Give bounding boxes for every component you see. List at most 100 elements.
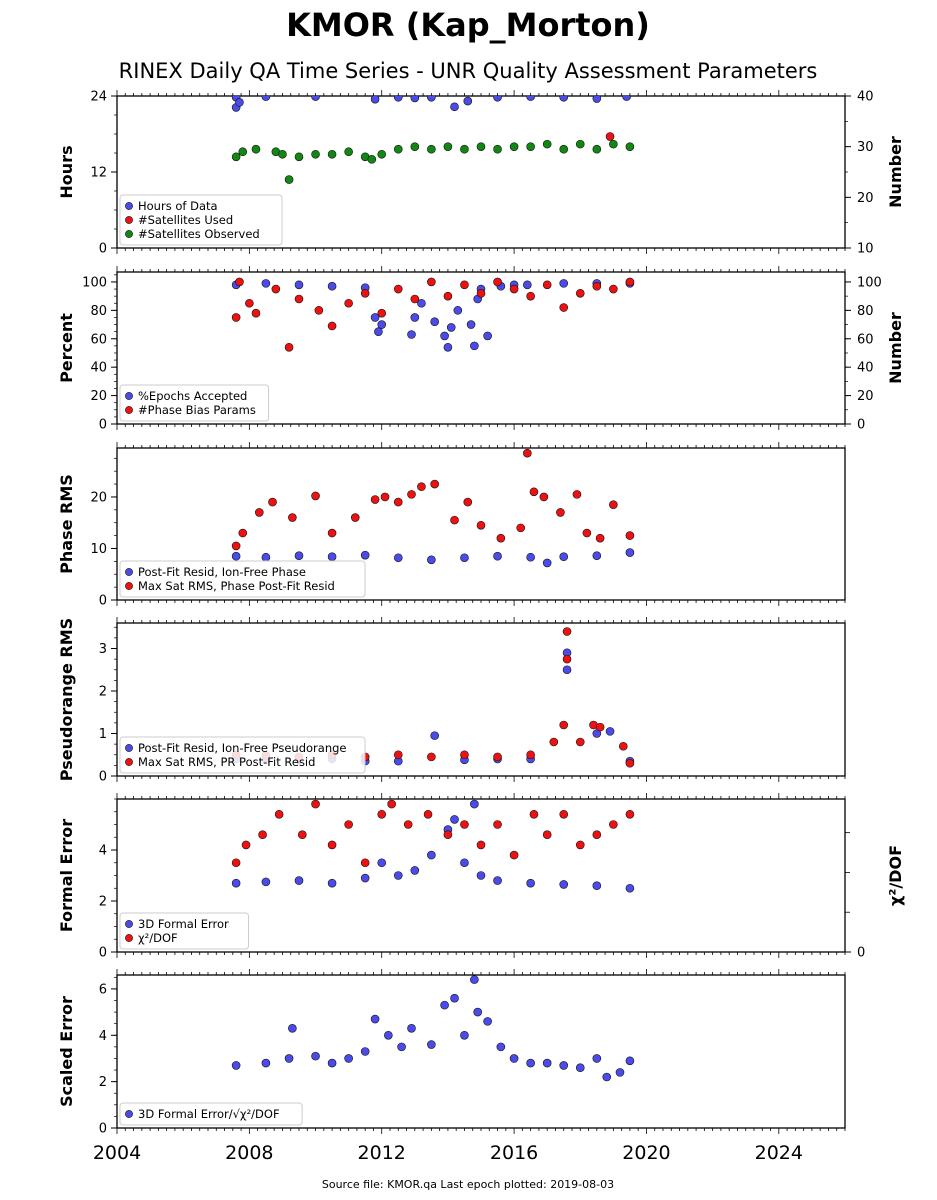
data-point <box>440 331 449 341</box>
data-point <box>509 1054 519 1063</box>
data-point <box>235 277 244 287</box>
data-point <box>450 102 459 112</box>
data-point <box>374 327 383 336</box>
data-point <box>261 552 271 562</box>
y-tick-label: 0 <box>99 946 107 961</box>
data-point <box>231 1061 241 1070</box>
data-point <box>231 878 241 888</box>
data-point <box>417 482 426 491</box>
y-axis-label: Percent <box>57 313 76 383</box>
y-tick-label: 0 <box>99 770 107 785</box>
data-point <box>592 281 602 291</box>
data-point <box>370 495 380 504</box>
y-tick-label: 100 <box>82 275 107 290</box>
data-point <box>592 881 602 891</box>
data-point <box>344 298 353 308</box>
data-point <box>615 1068 625 1077</box>
plot-area <box>231 96 635 184</box>
data-point <box>592 144 602 154</box>
legend <box>119 384 270 422</box>
data-point <box>274 809 284 819</box>
legend-label: Hours of Data <box>138 199 218 213</box>
data-point <box>526 1058 535 1068</box>
data-point <box>575 139 585 149</box>
data-point <box>526 96 535 101</box>
data-point <box>311 149 320 159</box>
legend-marker <box>125 582 133 590</box>
y-tick-label: 0 <box>99 1122 107 1137</box>
data-point <box>410 96 420 103</box>
legend <box>119 1102 303 1126</box>
data-point <box>542 280 552 290</box>
data-point <box>592 830 602 840</box>
legend-label: Post-Fit Resid, Ion-Free Phase <box>138 565 306 579</box>
data-point <box>496 1042 506 1052</box>
data-point <box>327 149 337 159</box>
data-point <box>559 144 569 154</box>
data-point <box>251 308 261 318</box>
data-point <box>360 858 370 868</box>
data-point <box>327 528 337 538</box>
data-point <box>314 306 324 315</box>
data-point <box>559 303 569 312</box>
data-point <box>327 878 337 888</box>
data-point <box>403 820 413 829</box>
legend-label: Post-Fit Resid, Ion-Free Pseudorange <box>138 741 346 755</box>
data-point <box>625 809 635 819</box>
data-point <box>446 323 456 332</box>
data-point <box>605 132 615 141</box>
data-point <box>443 291 453 301</box>
data-point <box>443 142 453 151</box>
legend-marker <box>125 406 133 414</box>
y-tick-label: 24 <box>90 90 107 105</box>
x-tick-label: 2012 <box>358 1142 406 1164</box>
data-point <box>605 727 615 736</box>
y-right-tick-label: 0 <box>857 418 865 433</box>
data-point <box>443 342 453 352</box>
data-point <box>460 280 469 290</box>
data-point <box>575 840 585 850</box>
data-point <box>393 96 403 102</box>
data-point <box>410 866 420 875</box>
y-tick-label: 1 <box>99 727 107 742</box>
data-point <box>559 809 569 819</box>
footer-source: Source file: KMOR.qa Last epoch plotted:… <box>322 1178 614 1191</box>
data-point <box>466 320 476 329</box>
data-point <box>622 96 631 101</box>
data-point <box>509 850 519 860</box>
data-point <box>476 840 486 850</box>
data-point <box>251 144 261 154</box>
data-point <box>284 175 294 184</box>
y-tick-label: 6 <box>99 982 107 997</box>
data-point <box>473 1007 482 1017</box>
legend-marker <box>125 568 133 576</box>
data-point <box>516 523 526 533</box>
data-point <box>393 284 403 294</box>
legend-label: #Phase Bias Params <box>138 403 256 417</box>
data-point <box>360 1047 370 1056</box>
data-point <box>271 284 281 294</box>
legend-marker <box>125 230 133 238</box>
data-point <box>526 291 535 301</box>
y-tick-label: 4 <box>99 1029 107 1044</box>
data-point <box>625 758 635 768</box>
data-point <box>470 799 479 809</box>
legend <box>119 560 366 598</box>
y-axis-label: Formal Error <box>57 819 76 932</box>
data-point <box>609 139 618 149</box>
y-right-tick-label: 80 <box>857 304 874 319</box>
data-point <box>294 152 304 162</box>
legend-marker <box>125 216 133 224</box>
legend <box>119 194 283 246</box>
data-point <box>407 330 416 339</box>
data-point <box>430 317 439 327</box>
data-point <box>387 799 396 809</box>
data-point <box>410 142 420 151</box>
data-point <box>231 313 241 322</box>
data-point <box>493 876 502 885</box>
data-point <box>344 820 353 829</box>
data-point <box>393 144 403 154</box>
data-point <box>231 858 241 868</box>
data-point <box>423 809 433 819</box>
